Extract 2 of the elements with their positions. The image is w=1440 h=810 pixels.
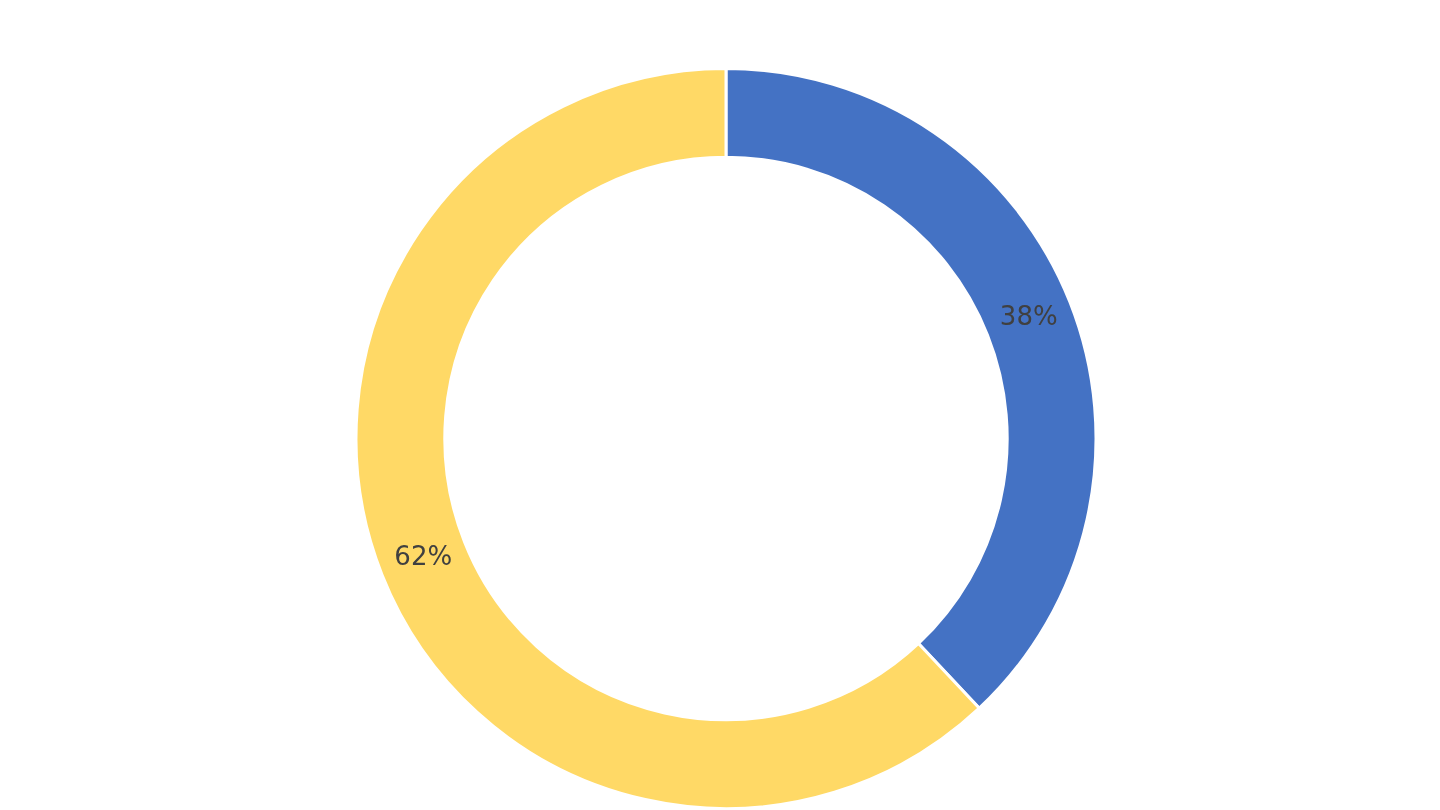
data-label: 62% — [394, 541, 453, 572]
data-label: 38% — [999, 301, 1058, 332]
